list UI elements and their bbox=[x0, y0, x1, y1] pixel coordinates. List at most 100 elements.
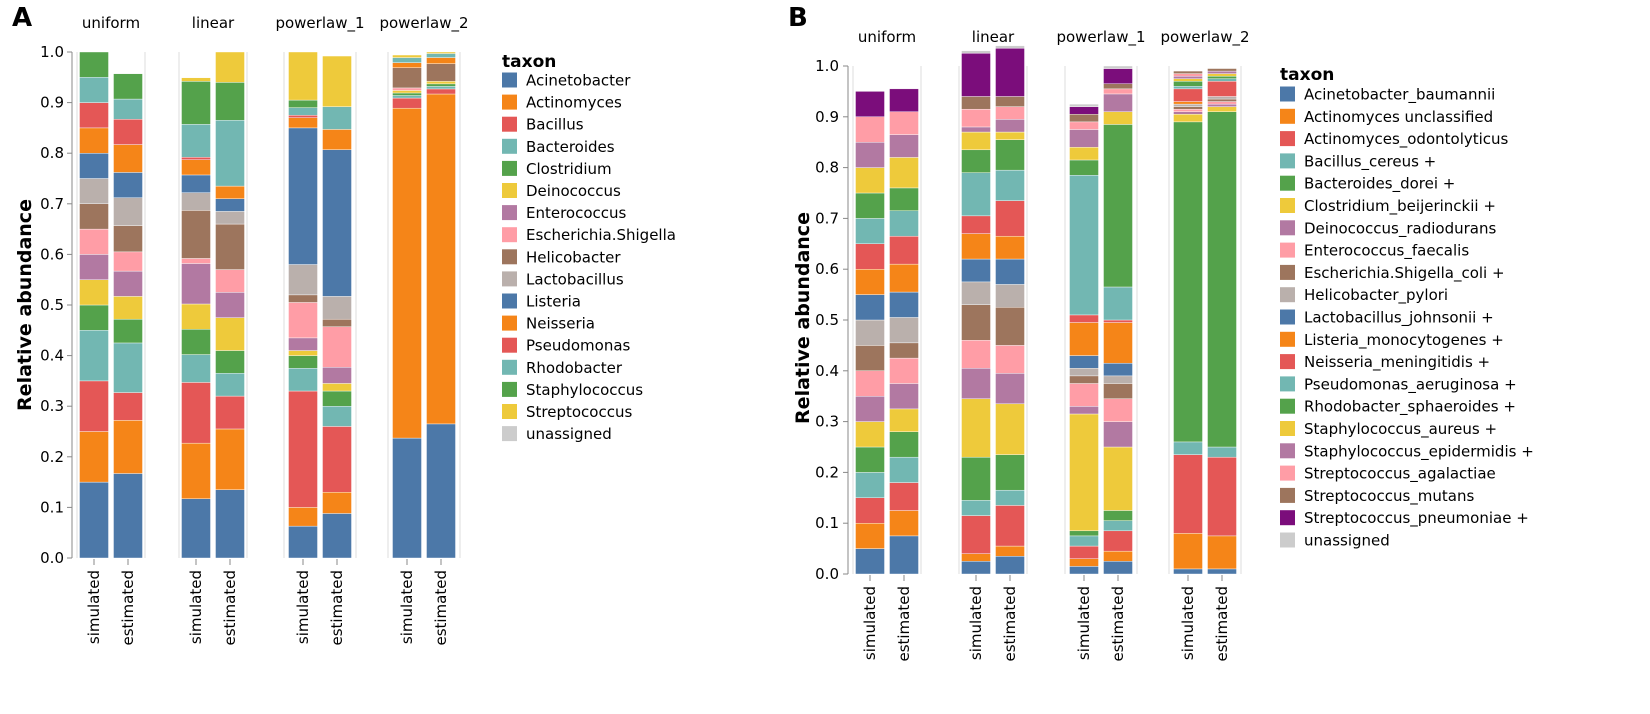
bar-segment bbox=[889, 431, 919, 458]
bar-segment bbox=[215, 350, 245, 374]
legend-swatch bbox=[1280, 532, 1295, 548]
legend-label: Streptococcus_mutans bbox=[1304, 487, 1474, 506]
bar-segment bbox=[889, 357, 919, 384]
bar-segment bbox=[961, 553, 991, 562]
legend-label: Lactobacillus_johnsonii + bbox=[1304, 309, 1494, 328]
bar-segment bbox=[322, 367, 352, 384]
bar-segment bbox=[889, 317, 919, 344]
bar-segment bbox=[215, 198, 245, 212]
legend-label: Staphylococcus_aureus + bbox=[1304, 420, 1497, 439]
facet-uniform: uniform simulated estimated bbox=[852, 28, 922, 662]
bar-segment bbox=[1207, 103, 1237, 107]
bar-segment bbox=[215, 82, 245, 121]
legend-swatch bbox=[502, 227, 517, 243]
legend-item: Escherichia.Shigella_coli + bbox=[1280, 264, 1505, 283]
bar-segment bbox=[1173, 114, 1203, 123]
bar-segment bbox=[1173, 108, 1203, 112]
bar-segment bbox=[79, 330, 109, 382]
bar-segment bbox=[889, 291, 919, 318]
bar-segment bbox=[181, 174, 211, 193]
bar-segment bbox=[288, 107, 318, 116]
bar-segment bbox=[1173, 101, 1203, 105]
bar-segment bbox=[995, 200, 1025, 237]
bar-segment bbox=[1103, 383, 1133, 399]
legend-label: Deinococcus bbox=[526, 182, 621, 200]
legend-item: Streptococcus bbox=[502, 403, 632, 421]
legend-label: Listeria bbox=[526, 293, 581, 311]
bar-segment bbox=[995, 556, 1025, 575]
bar-segment bbox=[1069, 413, 1099, 532]
legend-label: unassigned bbox=[526, 425, 612, 443]
bar-segment bbox=[79, 279, 109, 306]
bar-segment bbox=[1173, 70, 1203, 74]
legend-swatch bbox=[1280, 487, 1295, 503]
legend-item: Clostridium bbox=[502, 160, 612, 178]
bar-segment bbox=[1069, 383, 1099, 407]
bar-segment bbox=[1103, 68, 1133, 84]
bar-segment bbox=[1103, 83, 1133, 90]
bar-segment bbox=[855, 243, 885, 270]
bar-segment bbox=[426, 86, 456, 90]
bar-segment bbox=[215, 51, 245, 83]
bar-segment bbox=[322, 513, 352, 559]
facet-linear: linear simulated estimated bbox=[178, 14, 248, 646]
legend-item: Actinomyces unclassified bbox=[1280, 108, 1493, 126]
x-tick-label: estimated bbox=[895, 586, 913, 662]
bar-segment bbox=[889, 157, 919, 189]
bar-segment bbox=[288, 525, 318, 559]
bar-segment bbox=[181, 159, 211, 176]
bar-segment bbox=[995, 139, 1025, 171]
bar-segment bbox=[1207, 446, 1237, 458]
bar-segment bbox=[215, 317, 245, 351]
bar-segment bbox=[1173, 88, 1203, 102]
facet-uniform: uniform simulated estimated bbox=[76, 14, 146, 646]
bar-segment bbox=[1103, 111, 1133, 125]
bar-segment bbox=[995, 106, 1025, 120]
legend-item: Staphylococcus_aureus + bbox=[1280, 420, 1497, 439]
bar-segment bbox=[1207, 70, 1237, 74]
bar-segment bbox=[113, 197, 143, 226]
y-axis-title: Relative abundance bbox=[14, 199, 36, 411]
x-tick-label: estimated bbox=[119, 570, 137, 646]
x-tick-label: estimated bbox=[328, 570, 346, 646]
bar-segment bbox=[855, 116, 885, 143]
x-tick-label: simulated bbox=[85, 570, 103, 644]
legend-swatch bbox=[1280, 331, 1295, 347]
bar-segment bbox=[1103, 65, 1133, 69]
bar-segment bbox=[1069, 106, 1099, 115]
bar-segment bbox=[855, 269, 885, 295]
legend-swatch bbox=[502, 249, 517, 265]
bar-segment bbox=[322, 406, 352, 427]
x-tick-label: simulated bbox=[1179, 586, 1197, 660]
legend-item: Clostridium_beijerinckii + bbox=[1280, 197, 1496, 216]
bar-segment bbox=[1069, 535, 1099, 547]
bar-segment bbox=[181, 77, 211, 82]
bar-segment bbox=[995, 284, 1025, 308]
bar-segment bbox=[113, 73, 143, 100]
bar-segment bbox=[1207, 98, 1237, 102]
y-tick-label: 0.6 bbox=[815, 260, 839, 278]
bar-segment bbox=[181, 81, 211, 125]
bar-segment bbox=[392, 67, 422, 89]
y-tick-label: 0.2 bbox=[815, 463, 839, 481]
bar-segment bbox=[113, 225, 143, 253]
bar-segment bbox=[79, 127, 109, 154]
bar-segment bbox=[889, 456, 919, 483]
legend-item: unassigned bbox=[1280, 532, 1390, 550]
y-tick-label: 0.8 bbox=[815, 159, 839, 177]
facet-title: uniform bbox=[82, 14, 140, 32]
y-tick-label: 0.7 bbox=[815, 209, 839, 227]
bar-segment bbox=[392, 62, 422, 68]
y-tick-label: 0.1 bbox=[815, 514, 839, 532]
bar-segment bbox=[181, 258, 211, 264]
facet-title: powerlaw_1 bbox=[1056, 28, 1145, 47]
legend-item: Acinetobacter_baumannii bbox=[1280, 86, 1495, 105]
legend-item: Staphylococcus_epidermidis + bbox=[1280, 442, 1534, 461]
bar-segment bbox=[1069, 406, 1099, 415]
legend-swatch bbox=[502, 404, 517, 419]
bar-segment bbox=[113, 473, 143, 559]
bar-segment bbox=[322, 318, 352, 327]
bar-segment bbox=[995, 235, 1025, 260]
legend-item: Enterococcus_faecalis bbox=[1280, 242, 1469, 261]
